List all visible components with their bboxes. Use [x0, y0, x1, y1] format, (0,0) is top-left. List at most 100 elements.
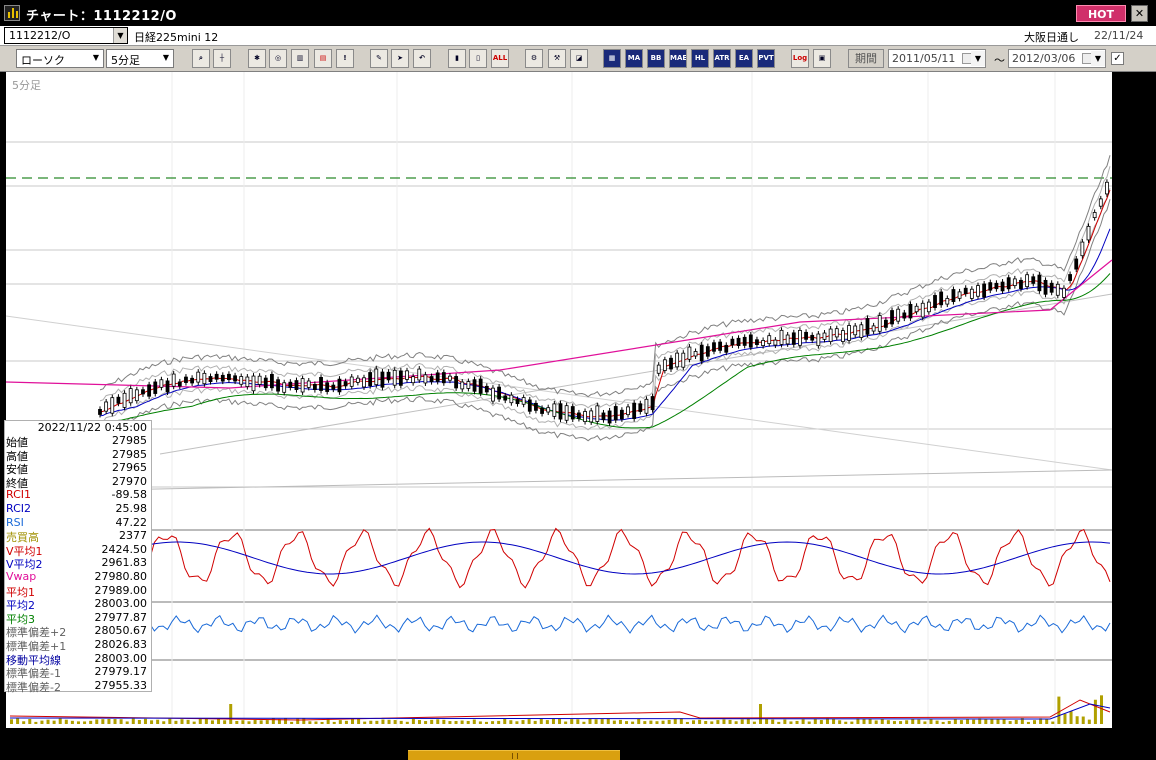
chart-canvas[interactable]	[0, 72, 1156, 748]
chevron-down-icon[interactable]: ▼	[1091, 51, 1105, 66]
candle-body	[300, 378, 305, 393]
candle-body	[619, 409, 624, 420]
log-button[interactable]: Log	[791, 49, 809, 68]
search-chart-icon[interactable]: ◎	[269, 49, 287, 68]
window-icon[interactable]: ▣	[813, 49, 831, 68]
marker-icon[interactable]: ✱	[248, 49, 266, 68]
candle-body	[1012, 278, 1017, 287]
legend-value: 27985	[112, 447, 147, 461]
info-icon[interactable]: !	[336, 49, 354, 68]
zoom-out-icon[interactable]: ▯	[469, 49, 487, 68]
volume-bar	[484, 721, 488, 724]
volume-bar	[284, 718, 288, 724]
volume-bar	[984, 718, 988, 724]
volume-bar	[16, 718, 20, 724]
volume-bar	[576, 719, 580, 724]
volume-bar	[454, 721, 458, 724]
ma-button[interactable]: MA	[625, 49, 643, 68]
compare-icon[interactable]: ▤	[314, 49, 332, 68]
chevron-down-icon[interactable]: ▼	[159, 50, 173, 65]
volume-bar	[308, 721, 312, 724]
candle-body	[890, 310, 894, 325]
candle-body	[963, 287, 968, 295]
volume-bar	[649, 720, 653, 724]
atr-button[interactable]: ATR	[713, 49, 731, 68]
candle-body	[626, 406, 630, 416]
date-from-field[interactable]: 2011/05/11 ▼	[888, 49, 986, 68]
legend-value: 2961.83	[101, 556, 148, 570]
candle-body	[638, 403, 643, 412]
price-tick-label: 28000	[1113, 302, 1148, 315]
volume-bar	[460, 720, 464, 724]
legend-value: 28026.83	[94, 638, 148, 651]
legend-label: 標準偏差-2	[6, 680, 61, 694]
candle-body	[859, 324, 864, 338]
horizontal-scrollbar[interactable]	[0, 748, 1156, 760]
cursor-icon[interactable]: ➤	[391, 49, 409, 68]
legend-label: 高値	[6, 449, 28, 463]
volume-bar	[911, 718, 915, 724]
volume-bar	[1100, 695, 1103, 724]
candle-body	[134, 389, 139, 402]
all-icon[interactable]: ALL	[491, 49, 509, 68]
candle-body	[914, 305, 919, 313]
volume-bar	[758, 704, 762, 724]
pencil-icon[interactable]: ✎	[370, 49, 388, 68]
symbol-select[interactable]: 1112212/O ▼	[4, 27, 128, 44]
color-icon[interactable]: ◪	[570, 49, 588, 68]
ea-button[interactable]: EA	[735, 49, 753, 68]
vwap-line	[5, 259, 1113, 389]
time-axis-label: 22	[567, 731, 581, 744]
volume-bar	[64, 719, 68, 724]
volume-profile-icon[interactable]: ▦	[603, 49, 621, 68]
volume-bar	[746, 718, 750, 724]
candle-body	[392, 369, 397, 386]
candle-body	[1086, 225, 1091, 241]
hot-button[interactable]: HOT	[1076, 5, 1126, 22]
candle-body	[767, 335, 772, 345]
date-to-field[interactable]: 2012/03/06 ▼	[1008, 49, 1106, 68]
candle-body	[1098, 198, 1103, 207]
chart-type-select[interactable]: ローソク ▼	[16, 49, 104, 68]
volume-bar	[953, 718, 957, 724]
candle-body	[325, 382, 330, 392]
mae-button[interactable]: MAE	[669, 49, 687, 68]
candle-body	[945, 298, 950, 305]
bb-button[interactable]: BB	[647, 49, 665, 68]
candle-body	[515, 399, 520, 405]
candle-body	[202, 372, 207, 385]
legend-row: Vwap 27980.80	[5, 570, 151, 583]
legend-label: RCI1	[6, 488, 32, 502]
time-axis-label: 19	[392, 731, 406, 744]
volume-bar	[198, 718, 202, 724]
volume-bar	[740, 719, 744, 724]
volume-bar	[679, 718, 683, 724]
period-checkbox[interactable]: ✓	[1111, 52, 1124, 65]
volume-bar	[180, 719, 184, 724]
zoom-icon[interactable]: ⌕	[192, 49, 210, 68]
candle-body	[1037, 274, 1042, 292]
candle-body	[552, 403, 557, 417]
pvt-button[interactable]: PVT	[757, 49, 775, 68]
close-button[interactable]: ✕	[1131, 5, 1148, 22]
zoom-in-icon[interactable]: ▮	[448, 49, 466, 68]
indicator-icon[interactable]: ▥	[291, 49, 309, 68]
volume-bar	[76, 721, 80, 724]
chevron-down-icon[interactable]: ▼	[971, 51, 985, 66]
volume-bar	[819, 720, 823, 724]
volume-bar	[856, 718, 860, 724]
volume-bar	[217, 718, 221, 724]
crosshair-icon[interactable]: ┼	[213, 49, 231, 68]
chevron-down-icon[interactable]: ▼	[113, 28, 127, 43]
undo-icon[interactable]: ↶	[413, 49, 431, 68]
volume-bar	[551, 718, 555, 724]
candle-body	[177, 381, 182, 387]
settings-icon[interactable]: ⚙	[525, 49, 543, 68]
tool-icon[interactable]: ⚒	[548, 49, 566, 68]
period-button[interactable]: 期間	[848, 49, 884, 68]
hl-button[interactable]: HL	[691, 49, 709, 68]
legend-label: RSI	[6, 515, 24, 529]
chevron-down-icon[interactable]: ▼	[89, 50, 103, 65]
interval-select[interactable]: 5分足 ▼	[106, 49, 174, 68]
scrollbar-thumb[interactable]	[408, 750, 620, 760]
